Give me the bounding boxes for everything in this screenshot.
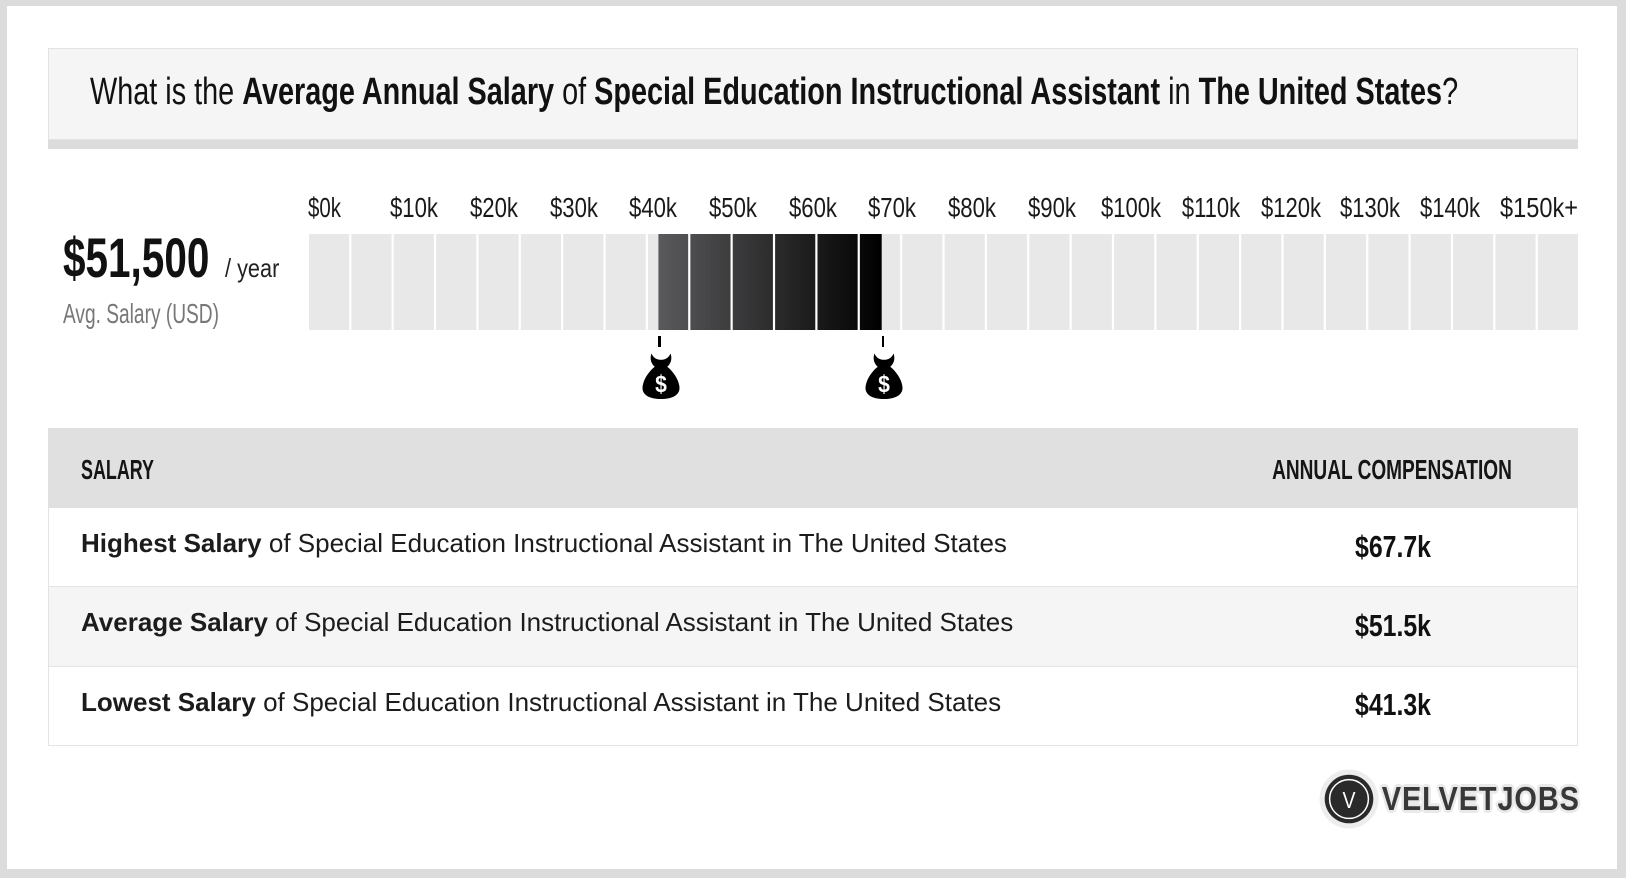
svg-text:$: $ xyxy=(655,370,667,397)
svg-text:V: V xyxy=(1342,787,1356,813)
svg-text:$: $ xyxy=(878,370,890,397)
